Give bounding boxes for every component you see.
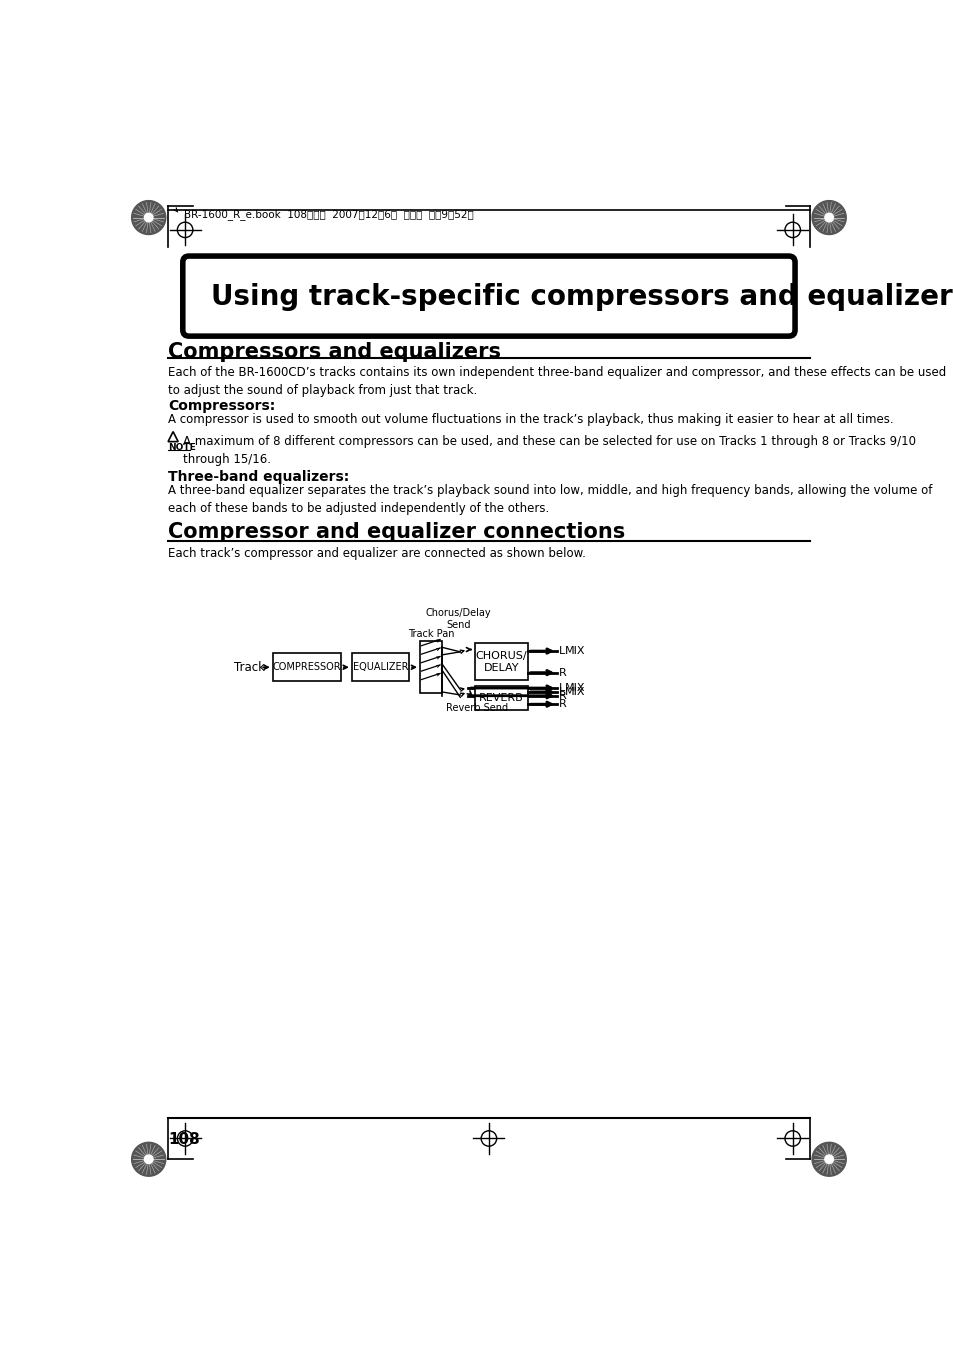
Text: Compressors:: Compressors: [168, 400, 275, 413]
Polygon shape [811, 1143, 845, 1177]
Text: L: L [558, 686, 564, 697]
Text: Each track’s compressor and equalizer are connected as shown below.: Each track’s compressor and equalizer ar… [168, 547, 585, 561]
Text: R: R [558, 700, 566, 709]
Text: Track Pan: Track Pan [407, 628, 454, 639]
Polygon shape [824, 1155, 833, 1163]
Bar [273, 654, 340, 681]
Text: L: L [558, 646, 564, 657]
Text: L: L [558, 684, 564, 693]
Text: COMPRESSOR: COMPRESSOR [273, 662, 341, 673]
Text: MIX: MIX [564, 684, 585, 693]
Text: Compressors and equalizers: Compressors and equalizers [168, 342, 500, 362]
Text: MIX: MIX [564, 686, 585, 697]
Bar [475, 643, 527, 681]
Text: Three-band equalizers:: Three-band equalizers: [168, 470, 349, 484]
Text: Reverb Send: Reverb Send [445, 703, 507, 713]
Polygon shape [824, 213, 833, 222]
Text: 108: 108 [168, 1132, 199, 1147]
Text: Chorus/Delay
Send: Chorus/Delay Send [425, 608, 491, 631]
Bar [475, 686, 527, 711]
Text: R: R [558, 690, 566, 701]
Bar [419, 642, 441, 693]
Text: Track: Track [233, 661, 265, 674]
Text: Using track-specific compressors and equalizers: Using track-specific compressors and equ… [211, 282, 953, 311]
Text: R: R [558, 667, 566, 678]
Polygon shape [132, 200, 166, 235]
Polygon shape [132, 1143, 166, 1177]
Text: CHORUS/
DELAY: CHORUS/ DELAY [475, 651, 527, 673]
FancyBboxPatch shape [183, 257, 794, 336]
Text: NOTE: NOTE [168, 443, 195, 453]
Polygon shape [144, 1155, 152, 1163]
Bar [352, 654, 409, 681]
Text: Each of the BR-1600CD’s tracks contains its own independent three-band equalizer: Each of the BR-1600CD’s tracks contains … [168, 366, 945, 397]
Text: A maximum of 8 different compressors can be used, and these can be selected for : A maximum of 8 different compressors can… [183, 435, 915, 466]
Text: MIX: MIX [564, 646, 585, 657]
Text: REVERB: REVERB [478, 693, 523, 703]
Text: EQUALIZER: EQUALIZER [353, 662, 408, 673]
Text: A compressor is used to smooth out volume fluctuations in the track’s playback, : A compressor is used to smooth out volum… [168, 413, 893, 426]
Text: BR-1600_R_e.book  108ページ  2007年12月6日  木曜日  午前9時52分: BR-1600_R_e.book 108ページ 2007年12月6日 木曜日 午… [183, 209, 473, 220]
Text: Compressor and equalizer connections: Compressor and equalizer connections [168, 523, 624, 543]
Text: A three-band equalizer separates the track’s playback sound into low, middle, an: A three-band equalizer separates the tra… [168, 484, 931, 515]
Polygon shape [144, 213, 152, 222]
Polygon shape [811, 200, 845, 235]
